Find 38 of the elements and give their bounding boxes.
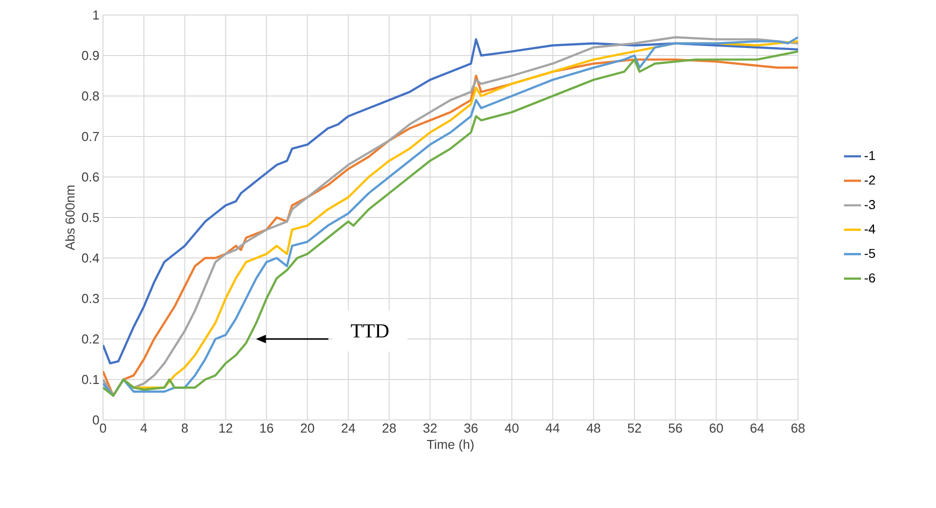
x-tick-label: 64	[750, 424, 764, 433]
x-tick-label: 56	[668, 424, 682, 433]
legend-label: -6	[864, 273, 876, 283]
x-tick-label: 60	[710, 424, 723, 433]
x-tick-label: 44	[546, 424, 560, 432]
x-tick-label: 12	[219, 424, 232, 433]
x-tick-label: 4	[140, 424, 148, 432]
x-tick-label: 16	[260, 424, 274, 433]
y-axis-title: Abs 600nm	[65, 186, 75, 250]
legend-label: -5	[864, 248, 876, 258]
y-tick-label: 0.1	[82, 374, 99, 384]
legend-label: -3	[864, 200, 876, 210]
y-tick-label: 0.7	[82, 132, 99, 142]
x-tick-label: 40	[504, 424, 519, 433]
x-tick-label: 0	[100, 424, 106, 433]
legend-label: -1	[864, 151, 875, 160]
x-tick-label: 24	[342, 424, 356, 433]
legend-label: -2	[864, 176, 875, 185]
legend-label: -4	[864, 224, 876, 234]
y-tick-label: 0.8	[82, 91, 99, 101]
y-tick-label: 0.4	[82, 253, 100, 263]
x-axis-title: Time (h)	[426, 440, 474, 452]
x-tick-label: 32	[423, 424, 437, 433]
y-tick-label: 0	[92, 415, 99, 425]
y-tick-label: 0.6	[82, 172, 99, 182]
x-tick-label: 52	[628, 424, 642, 433]
x-tick-label: 68	[791, 424, 805, 433]
y-tick-label: 0.2	[82, 334, 99, 344]
x-tick-label: 28	[382, 424, 396, 433]
y-tick-label: 1	[93, 10, 99, 20]
x-tick-label: 8	[182, 424, 188, 433]
x-tick-label: 48	[586, 424, 600, 433]
annotation: TTD	[350, 324, 388, 338]
y-tick-label: 0.3	[82, 294, 99, 304]
y-tick-label: 0.5	[82, 212, 99, 222]
y-tick-label: 0.9	[82, 50, 99, 60]
x-tick-label: 20	[300, 424, 314, 433]
x-tick-label: 36	[464, 424, 478, 433]
